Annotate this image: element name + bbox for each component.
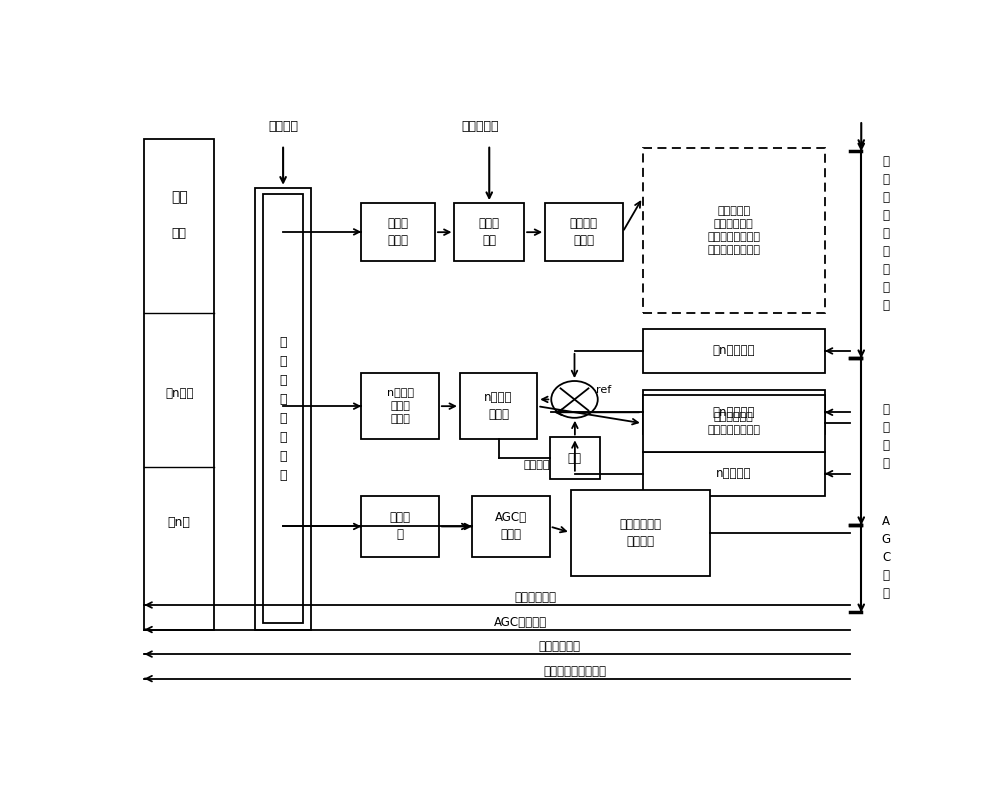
Bar [545,203,623,261]
Text: 短期负
荷预报: 短期负 荷预报 [388,218,409,247]
Bar [472,496,550,557]
Text: 中长期计划: 中长期计划 [461,120,499,133]
Text: ref: ref [596,385,612,395]
Text: n分钟延时: n分钟延时 [716,467,752,480]
Bar [643,452,825,496]
Text: 系统: 系统 [171,190,188,205]
Text: 阻塞管
理: 阻塞管 理 [390,512,411,541]
Text: 人工校核
与分析: 人工校核 与分析 [570,218,598,247]
Text: 日前计划与滚动计划: 日前计划与滚动计划 [543,665,606,677]
Text: 开停机计划
日前机组计划
快速机组容量预留
秒级机组容量预留: 开停机计划 日前机组计划 快速机组容量预留 秒级机组容量预留 [707,206,760,256]
Bar [460,373,537,439]
Bar [550,438,600,479]
Text: 本n分钟插値: 本n分钟插値 [713,406,755,418]
Text: 安全校正控制: 安全校正控制 [515,591,557,604]
Text: 每n秒: 每n秒 [168,516,191,528]
Bar [643,391,825,434]
Bar [255,188,311,630]
Bar [263,194,303,623]
Bar [361,203,435,261]
Text: 校正: 校正 [568,452,582,465]
Text: n分钟超
短期负
荷预报: n分钟超 短期负 荷预报 [387,388,414,424]
Text: 实
时
调
度: 实 时 调 度 [883,402,890,469]
Bar [454,203,524,261]
Text: AGC软
件控制: AGC软 件控制 [495,512,527,541]
Bar [643,147,825,313]
Bar [571,489,710,575]
Text: 实时调度控制: 实时调度控制 [538,640,580,654]
Bar [144,139,214,630]
Text: 秒级机组计划
（指令）: 秒级机组计划 （指令） [619,517,661,548]
Bar [361,496,439,557]
Text: 快速机组计划
秒级机组容量预留: 快速机组计划 秒级机组容量预留 [707,412,760,435]
Text: 每n分钟: 每n分钟 [165,387,194,400]
Text: 每日: 每日 [172,227,187,240]
Bar [643,329,825,373]
Text: 人工干预: 人工干预 [523,460,550,470]
Text: 日
前
计
划
与
滚
动
计
划: 日 前 计 划 与 滚 动 计 划 [883,155,890,312]
Text: n分钟计
划策略: n分钟计 划策略 [484,391,513,421]
Text: A
G
C
控
制: A G C 控 制 [881,515,891,599]
Bar [361,373,439,439]
Text: 下n分钟插値: 下n分钟插値 [713,344,755,357]
Text: AGC即时控制: AGC即时控制 [494,616,547,629]
Text: 断
面
极
限
传
输
容
量: 断 面 极 限 传 输 容 量 [279,336,287,481]
Bar [643,395,825,452]
Text: 实时更新: 实时更新 [268,120,298,133]
Text: 日计划
策略: 日计划 策略 [479,218,500,247]
